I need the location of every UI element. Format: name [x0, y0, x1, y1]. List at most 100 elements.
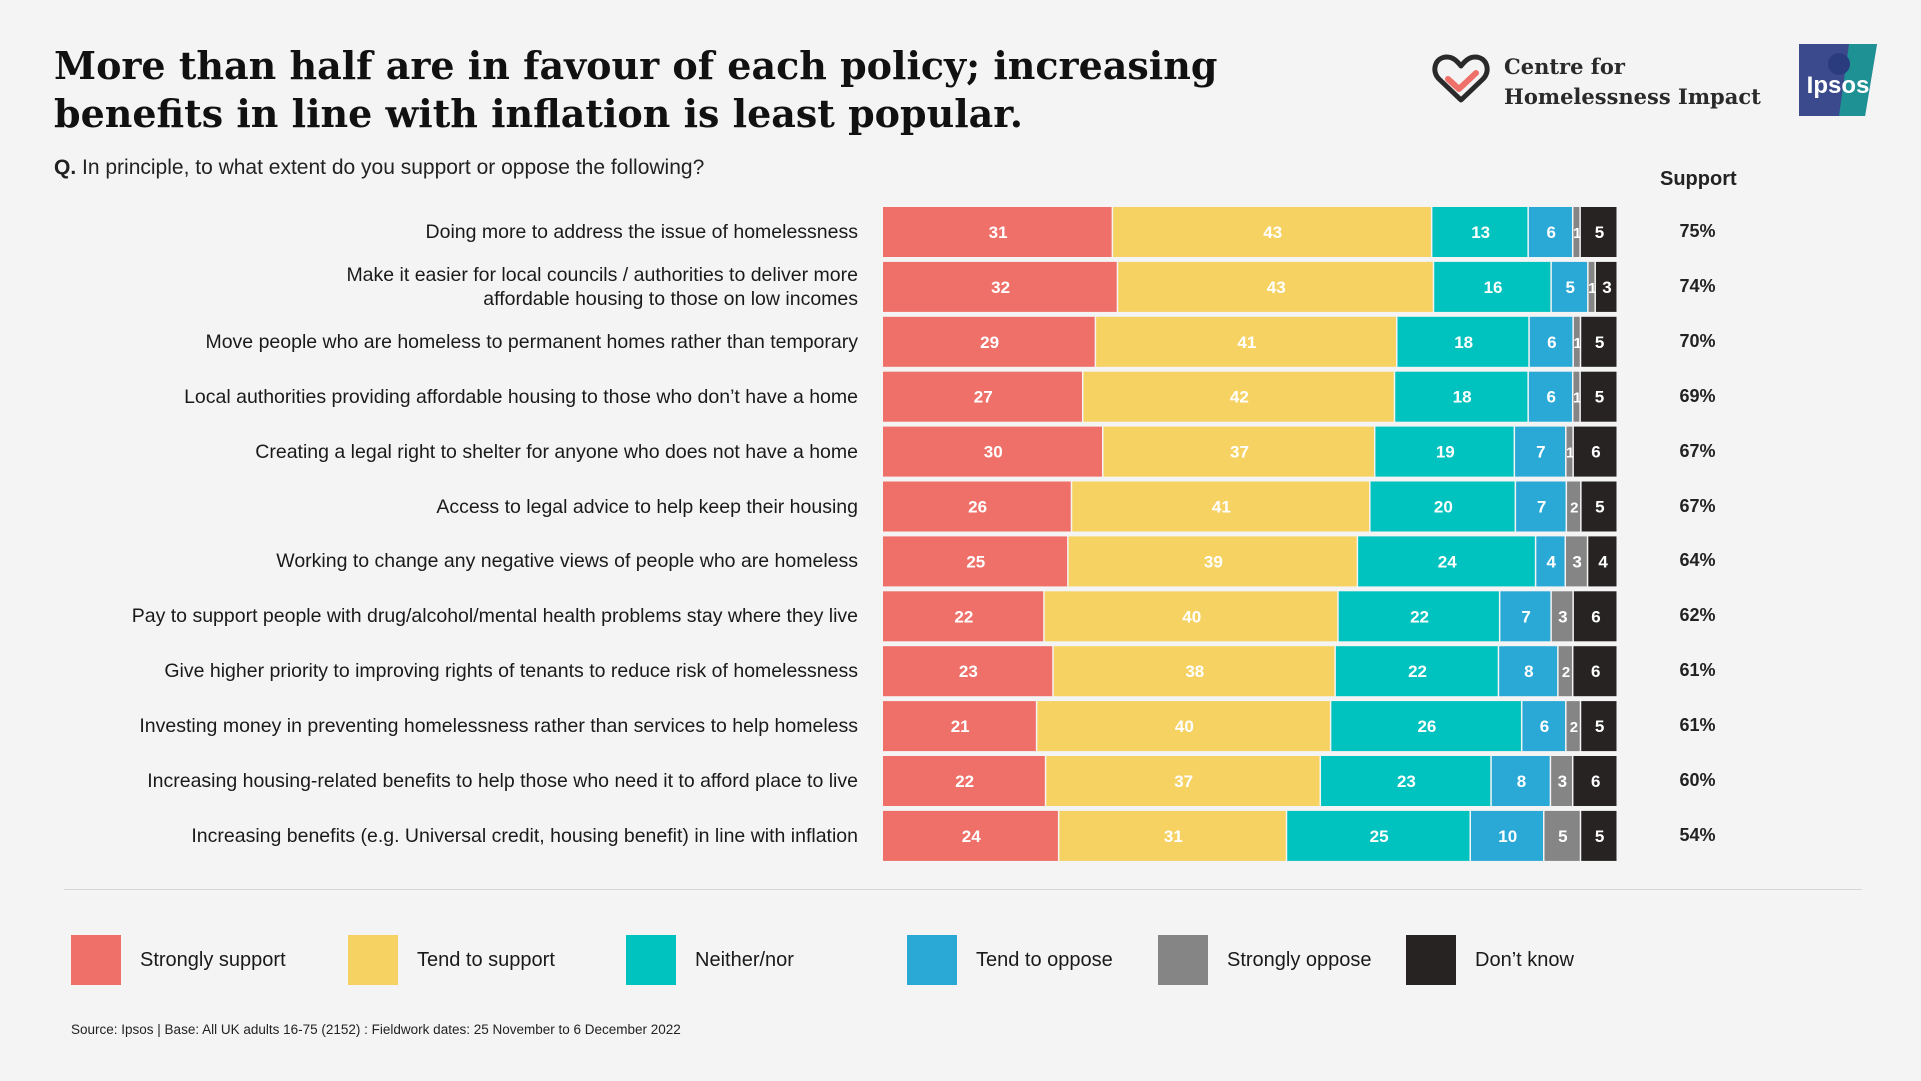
- row-label-8: Pay to support people with drug/alcohol/…: [58, 604, 858, 628]
- row-label-line: Access to legal advice to help keep thei…: [436, 495, 858, 518]
- bar-segment-strongly_support-row-1: [883, 207, 1112, 257]
- support-total-row-5: 67%: [1679, 440, 1716, 461]
- bar-segment-strongly_oppose-row-3: [1573, 316, 1580, 367]
- data-label-strongly_oppose-row-6: 2: [1570, 500, 1578, 517]
- data-label-strongly_oppose-row-12: 5: [1558, 827, 1567, 846]
- data-label-tend_to_support-row-4: 42: [1230, 388, 1249, 407]
- legend-divider: [64, 889, 1862, 890]
- data-label-strongly_oppose-row-2: 1: [1588, 280, 1596, 297]
- data-label-tend_to_oppose-row-10: 6: [1540, 717, 1549, 736]
- bar-segment-tend_to_support-row-6: [1072, 481, 1370, 532]
- question-text: In principle, to what extent do you supp…: [82, 156, 705, 179]
- data-label-strongly_oppose-row-4: 1: [1573, 390, 1581, 407]
- chart-title: More than half are in favour of each pol…: [54, 43, 1218, 136]
- bar-segment-neither-row-8: [1338, 591, 1499, 642]
- row-label-line: Local authorities providing affordable h…: [184, 385, 858, 408]
- legend-label-tend_to_oppose: Tend to oppose: [976, 948, 1113, 971]
- legend-item-tend_to_support: Tend to support: [348, 935, 555, 985]
- bar-segment-tend_to_support-row-3: [1096, 316, 1396, 367]
- row-label-line: Working to change any negative views of …: [276, 550, 858, 573]
- data-label-tend_to_oppose-row-7: 4: [1546, 552, 1556, 571]
- bar-segment-tend_to_support-row-12: [1059, 810, 1286, 861]
- bar-segment-strongly_oppose-row-10: [1566, 701, 1580, 752]
- data-label-tend_to_oppose-row-2: 5: [1565, 278, 1574, 297]
- row-label-line: Pay to support people with drug/alcohol/…: [131, 605, 858, 628]
- bar-segment-neither-row-6: [1370, 481, 1515, 532]
- bar-segment-strongly_oppose-row-1: [1573, 207, 1580, 257]
- data-label-strongly_support-row-4: 27: [974, 388, 993, 407]
- bar-segment-tend_to_oppose-row-7: [1536, 536, 1565, 587]
- data-label-tend_to_support-row-12: 31: [1164, 827, 1183, 846]
- data-label-tend_to_support-row-8: 40: [1182, 607, 1201, 626]
- bar-segment-tend_to_support-row-2: [1118, 261, 1433, 312]
- bar-segment-strongly_support-row-12: [883, 810, 1058, 861]
- legend-swatch-tend_to_support: [348, 935, 398, 985]
- row-label-line: Creating a legal right to shelter for an…: [255, 440, 858, 463]
- data-label-strongly_oppose-row-5: 1: [1566, 445, 1574, 462]
- data-label-tend_to_oppose-row-11: 8: [1517, 772, 1526, 791]
- bar-segment-neither-row-4: [1395, 371, 1528, 422]
- data-label-dont_know-row-9: 6: [1591, 662, 1600, 681]
- data-label-tend_to_support-row-9: 38: [1185, 662, 1204, 681]
- data-label-strongly_oppose-row-9: 2: [1562, 664, 1570, 681]
- data-label-strongly_oppose-row-8: 3: [1558, 607, 1567, 626]
- bar-segment-neither-row-3: [1397, 316, 1529, 367]
- data-label-dont_know-row-10: 5: [1595, 717, 1604, 736]
- ipsos-logo: Ipsos: [1799, 44, 1877, 116]
- row-label-11: Increasing housing-related benefits to h…: [58, 769, 858, 793]
- bar-segment-dont_know-row-8: [1573, 591, 1617, 642]
- row-label-7: Working to change any negative views of …: [58, 549, 858, 573]
- support-total-row-6: 67%: [1679, 495, 1716, 516]
- bar-segment-strongly_support-row-5: [883, 426, 1102, 477]
- data-label-tend_to_oppose-row-9: 8: [1524, 662, 1533, 681]
- legend-item-strongly_oppose: Strongly oppose: [1158, 935, 1372, 985]
- row-label-10: Investing money in preventing homelessne…: [58, 714, 858, 738]
- data-label-strongly_support-row-8: 22: [954, 607, 973, 626]
- legend-item-dont_know: Don’t know: [1406, 935, 1574, 985]
- bar-segment-tend_to_oppose-row-9: [1499, 646, 1558, 697]
- bar-segment-tend_to_support-row-11: [1046, 756, 1320, 806]
- bar-segment-tend_to_support-row-10: [1037, 701, 1330, 752]
- legend-label-dont_know: Don’t know: [1475, 948, 1574, 971]
- data-label-dont_know-row-11: 6: [1591, 772, 1600, 791]
- data-label-neither-row-8: 22: [1410, 607, 1429, 626]
- data-label-tend_to_support-row-1: 43: [1263, 223, 1282, 242]
- bar-segment-tend_to_oppose-row-11: [1491, 756, 1550, 806]
- legend-label-neither: Neither/nor: [695, 948, 794, 971]
- data-label-tend_to_oppose-row-12: 10: [1498, 827, 1517, 846]
- bar-segment-tend_to_oppose-row-2: [1551, 261, 1588, 312]
- bar-segment-neither-row-11: [1321, 756, 1491, 806]
- data-label-dont_know-row-7: 4: [1598, 552, 1608, 571]
- data-label-strongly_support-row-12: 24: [962, 827, 981, 846]
- row-label-line: Move people who are homeless to permanen…: [205, 330, 858, 353]
- data-label-strongly_oppose-row-10: 2: [1570, 719, 1578, 736]
- support-total-row-9: 61%: [1679, 660, 1716, 681]
- data-label-dont_know-row-12: 5: [1595, 827, 1604, 846]
- bar-segment-neither-row-12: [1287, 810, 1470, 861]
- data-label-tend_to_support-row-11: 37: [1174, 772, 1193, 791]
- bar-segment-neither-row-2: [1434, 261, 1551, 312]
- data-label-neither-row-11: 23: [1397, 772, 1416, 791]
- bar-segment-tend_to_support-row-7: [1068, 536, 1357, 587]
- data-label-tend_to_support-row-2: 43: [1267, 278, 1286, 297]
- bar-segment-neither-row-7: [1358, 536, 1535, 587]
- survey-question: Q. In principle, to what extent do you s…: [54, 156, 704, 180]
- bar-segment-dont_know-row-11: [1573, 756, 1617, 806]
- stacked-bar-chart: 31 43 13 6 1 532 43 16 5 1 329 41 18 6 1 527 42 18 6 1 530 37…: [883, 207, 1617, 861]
- data-label-neither-row-2: 16: [1484, 278, 1503, 297]
- bar-segment-strongly_oppose-row-6: [1567, 481, 1581, 532]
- bar-segment-strongly_oppose-row-12: [1544, 810, 1580, 861]
- data-label-tend_to_support-row-10: 40: [1175, 717, 1194, 736]
- data-label-strongly_oppose-row-11: 3: [1558, 772, 1567, 791]
- bar-segment-tend_to_oppose-row-1: [1528, 207, 1572, 257]
- data-label-strongly_support-row-7: 25: [966, 552, 985, 571]
- support-total-row-10: 61%: [1679, 715, 1716, 736]
- data-label-dont_know-row-3: 5: [1595, 333, 1604, 352]
- data-label-tend_to_oppose-row-6: 7: [1537, 498, 1546, 517]
- data-label-strongly_support-row-10: 21: [951, 717, 970, 736]
- bar-segment-strongly_support-row-4: [883, 371, 1082, 422]
- support-total-row-12: 54%: [1679, 824, 1716, 845]
- support-total-row-2: 74%: [1679, 275, 1716, 296]
- row-label-line: Increasing housing-related benefits to h…: [147, 770, 858, 792]
- bar-segment-dont_know-row-10: [1581, 701, 1617, 752]
